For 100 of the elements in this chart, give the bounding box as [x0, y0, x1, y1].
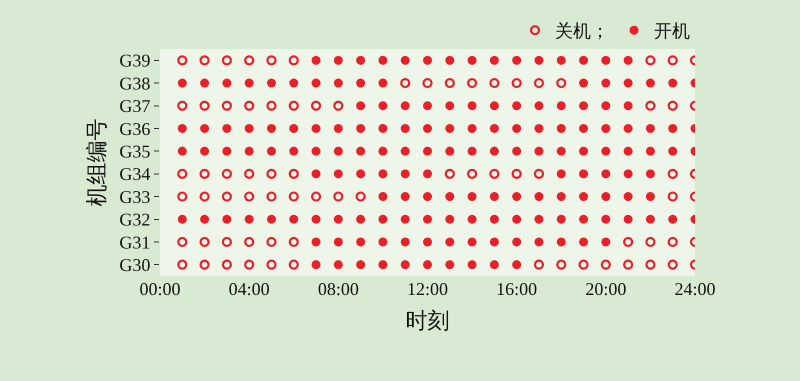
point	[378, 56, 388, 65]
point	[556, 101, 566, 110]
point	[601, 56, 610, 65]
point	[578, 260, 589, 270]
point	[400, 78, 410, 88]
point	[534, 214, 544, 224]
point	[556, 237, 566, 246]
point	[668, 78, 678, 88]
point	[468, 101, 477, 110]
point	[222, 168, 232, 179]
point	[334, 78, 343, 88]
point	[334, 237, 343, 246]
point	[534, 260, 544, 270]
point	[512, 214, 522, 224]
point	[334, 169, 343, 178]
point	[668, 146, 678, 156]
point	[668, 168, 678, 179]
point	[468, 124, 477, 133]
point	[400, 214, 410, 224]
point	[512, 192, 522, 202]
point	[512, 101, 522, 110]
point	[177, 236, 188, 248]
point	[512, 124, 522, 133]
point	[378, 192, 388, 202]
point	[445, 192, 454, 202]
point	[534, 237, 544, 246]
point	[334, 124, 343, 133]
point	[623, 236, 634, 248]
point	[356, 191, 366, 202]
point	[334, 56, 343, 65]
y-tick-label: G35	[119, 141, 150, 162]
point	[178, 146, 187, 156]
point	[468, 260, 477, 270]
point	[400, 260, 410, 270]
point	[556, 169, 566, 178]
point	[601, 78, 610, 88]
y-tick-label: G32	[119, 210, 150, 230]
point	[288, 236, 299, 248]
point	[646, 78, 655, 88]
point	[289, 146, 298, 156]
point	[334, 260, 343, 270]
point	[579, 101, 588, 110]
point	[423, 169, 432, 178]
point	[289, 214, 298, 224]
point	[378, 78, 388, 88]
point	[199, 260, 210, 270]
point	[178, 214, 187, 224]
point	[445, 56, 454, 65]
point	[556, 192, 566, 202]
point	[222, 55, 232, 66]
point	[579, 56, 588, 65]
point	[601, 169, 610, 178]
point	[668, 260, 678, 270]
point	[624, 214, 633, 224]
point	[178, 78, 187, 88]
point	[668, 55, 678, 66]
point	[624, 124, 633, 133]
point	[244, 55, 254, 66]
point	[222, 214, 232, 224]
point	[490, 56, 499, 65]
point	[378, 124, 388, 133]
point	[423, 124, 432, 133]
point	[310, 100, 322, 111]
point	[199, 168, 210, 179]
point	[624, 192, 633, 202]
point	[244, 100, 254, 111]
point	[444, 78, 455, 88]
point	[400, 169, 410, 178]
point	[444, 168, 455, 179]
point	[601, 101, 610, 110]
point	[490, 192, 499, 202]
point	[646, 169, 655, 178]
point	[579, 146, 588, 156]
point	[200, 78, 210, 88]
point	[423, 237, 432, 246]
point	[489, 168, 500, 179]
point	[333, 191, 344, 202]
point	[534, 101, 544, 110]
point	[378, 260, 388, 270]
point	[668, 100, 678, 111]
point	[199, 191, 210, 202]
point	[266, 236, 277, 248]
point	[624, 146, 633, 156]
point	[266, 55, 277, 66]
point	[423, 56, 432, 65]
point	[356, 214, 366, 224]
point	[556, 56, 566, 65]
point	[512, 78, 522, 88]
point	[579, 78, 588, 88]
point	[646, 124, 655, 133]
point	[534, 56, 544, 65]
point	[334, 146, 343, 156]
point	[645, 55, 656, 66]
point	[423, 146, 432, 156]
point	[400, 124, 410, 133]
point	[468, 214, 477, 224]
point	[177, 191, 188, 202]
point	[400, 56, 410, 65]
point	[490, 146, 499, 156]
point	[579, 214, 588, 224]
